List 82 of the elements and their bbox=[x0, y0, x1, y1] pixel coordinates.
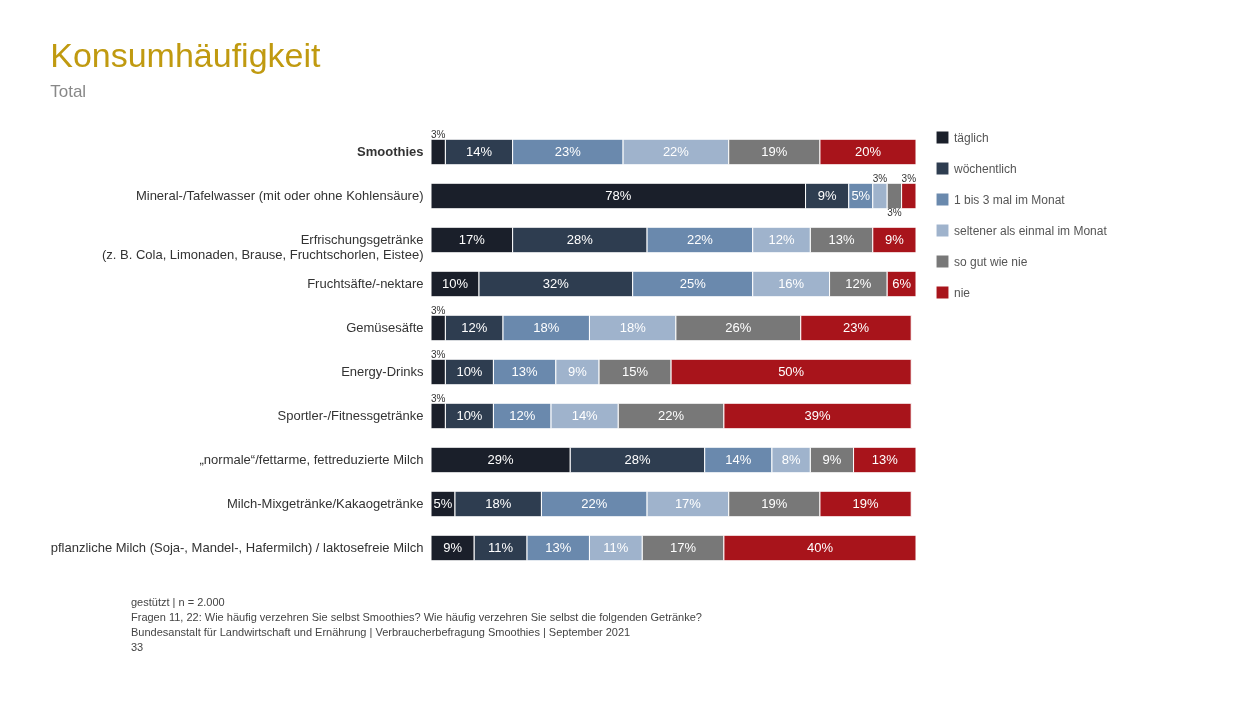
data-label: 3% bbox=[901, 173, 917, 184]
data-label: 14% bbox=[466, 144, 493, 159]
data-label: 3% bbox=[872, 173, 888, 184]
chart-title: Konsumhäufigkeit bbox=[50, 36, 322, 74]
data-label: 9% bbox=[817, 188, 837, 203]
legend-label: 1 bis 3 mal im Monat bbox=[954, 192, 1066, 207]
text: Bundesanstalt für Landwirtschaft und Ernährung | Verbraucherbefragung Smoothies | September 2021 bbox=[131, 625, 631, 638]
data-label: 3% bbox=[430, 349, 446, 360]
data-label: 5% bbox=[851, 188, 871, 203]
data-label: 13% bbox=[545, 540, 572, 555]
data-label: 25% bbox=[679, 276, 707, 291]
data-label: 22% bbox=[662, 144, 690, 159]
legend-label: wöchentlich bbox=[953, 161, 1017, 176]
data-label: 22% bbox=[686, 232, 714, 247]
legend-label: so gut wie nie bbox=[954, 254, 1028, 269]
data-label: 28% bbox=[566, 232, 594, 247]
y-tick-label: Energy-Drinks bbox=[341, 364, 424, 379]
data-label: 6% bbox=[892, 276, 912, 291]
data-label: 28% bbox=[624, 452, 651, 467]
data-label: 8% bbox=[781, 452, 801, 467]
data-label: 32% bbox=[542, 276, 570, 291]
data-label: 23% bbox=[554, 144, 582, 159]
data-label: 12% bbox=[509, 408, 536, 423]
data-label: 13% bbox=[871, 452, 899, 467]
legend-label: nie bbox=[954, 285, 971, 300]
data-label: 14% bbox=[725, 452, 752, 467]
data-label: 10% bbox=[456, 364, 483, 379]
data-label: 12% bbox=[461, 320, 488, 335]
data-label: 22% bbox=[581, 496, 608, 511]
data-label: 12% bbox=[768, 232, 795, 247]
y-tick-label: Smoothies bbox=[357, 144, 424, 159]
data-label: 18% bbox=[485, 496, 512, 511]
y-tick-label: Erfrischungsgetränke (z. B. Cola, Limonaden, Brause, Fruchtschorlen, Eistee) bbox=[101, 232, 424, 262]
data-label: 39% bbox=[804, 408, 831, 423]
data-label: 13% bbox=[511, 364, 539, 379]
text: gestützt | n = 2.000 bbox=[131, 595, 225, 608]
text: 33 bbox=[131, 640, 144, 653]
data-label: 50% bbox=[778, 364, 805, 379]
data-label: 9% bbox=[443, 540, 463, 555]
data-label: 29% bbox=[487, 452, 515, 467]
data-label: 17% bbox=[458, 232, 486, 247]
data-label: 3% bbox=[430, 393, 446, 404]
data-label: 9% bbox=[822, 452, 842, 467]
data-label: 17% bbox=[674, 496, 702, 511]
data-label: 5% bbox=[433, 496, 453, 511]
data-label: 18% bbox=[533, 320, 560, 335]
data-label: 3% bbox=[887, 207, 902, 218]
y-tick-label: Gemüsesäfte bbox=[346, 320, 424, 335]
data-label: 78% bbox=[605, 188, 632, 203]
y-tick-label: „normale“/fettarme, fettreduzierte Milch bbox=[199, 452, 424, 467]
data-label: 17% bbox=[670, 540, 697, 555]
data-label: 13% bbox=[828, 232, 856, 247]
text: Total bbox=[50, 82, 87, 101]
y-tick-label: Milch-Mixgetränke/Kakaogetränke bbox=[226, 496, 424, 511]
legend-label: täglich bbox=[954, 130, 989, 145]
data-label: 22% bbox=[658, 408, 685, 423]
data-label: 19% bbox=[761, 496, 788, 511]
y-tick-label: pflanzliche Milch (Soja-, Mandel-, Hafermilch) / laktosefreie Milch bbox=[50, 540, 424, 555]
data-label: 10% bbox=[441, 276, 469, 291]
data-label: 16% bbox=[778, 276, 805, 291]
data-label: 3% bbox=[430, 305, 446, 316]
data-label: 12% bbox=[845, 276, 872, 291]
data-label: 14% bbox=[571, 408, 599, 423]
data-label: 9% bbox=[884, 232, 905, 247]
data-label: 15% bbox=[622, 364, 649, 379]
data-label: 3% bbox=[430, 129, 446, 140]
data-label: 19% bbox=[761, 144, 788, 159]
data-label: 9% bbox=[568, 364, 588, 379]
data-label: 20% bbox=[854, 144, 882, 159]
data-label: 26% bbox=[725, 320, 752, 335]
y-tick-label: Mineral-/Tafelwasser (mit oder ohne Kohlensäure) bbox=[135, 188, 424, 203]
data-label: 10% bbox=[456, 408, 483, 423]
data-label: 11% bbox=[603, 540, 629, 555]
text: Fragen 11, 22: Wie häufig verzehren Sie selbst Smoothies? Wie häufig verzehren Sie selbst die folgenden Getränke? bbox=[131, 610, 702, 623]
data-label: 11% bbox=[488, 540, 514, 555]
data-label: 23% bbox=[842, 320, 870, 335]
legend-label: seltener als einmal im Monat bbox=[954, 223, 1108, 238]
y-tick-label: Fruchtsäfte/-nektare bbox=[307, 276, 424, 291]
data-label: 19% bbox=[852, 496, 880, 511]
data-label: 18% bbox=[619, 320, 647, 335]
data-label: 40% bbox=[806, 540, 834, 555]
y-tick-label: Sportler-/Fitnessgetränke bbox=[277, 408, 424, 423]
